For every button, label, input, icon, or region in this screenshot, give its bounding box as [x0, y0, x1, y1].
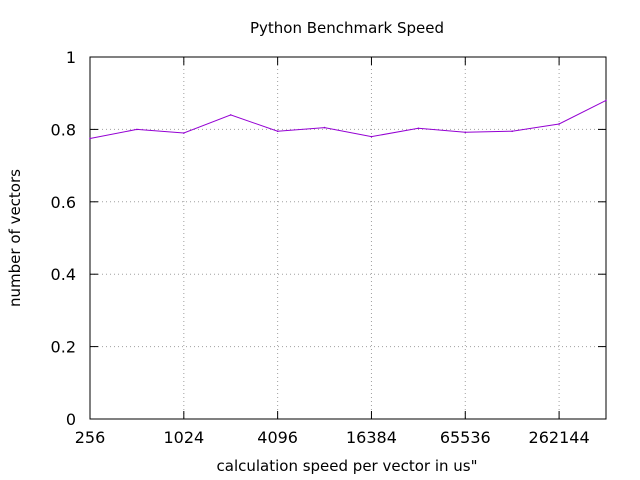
x-tick-label: 16384 — [346, 428, 397, 447]
y-tick-label: 0.2 — [51, 338, 76, 357]
data-point — [511, 130, 513, 133]
data-point — [605, 99, 607, 102]
x-tick-label: 262144 — [529, 428, 590, 447]
grid — [90, 57, 606, 419]
series-line-speed — [89, 99, 607, 139]
plot-border — [89, 56, 607, 420]
axes — [89, 56, 607, 420]
series-layer — [89, 99, 607, 140]
data-point — [464, 131, 467, 134]
y-tick-label: 0.4 — [51, 265, 76, 284]
x-tick-label: 65536 — [440, 428, 491, 447]
y-tick-label: 1 — [66, 48, 76, 67]
x-tick-label: 4096 — [257, 428, 298, 447]
x-tick-label: 1024 — [163, 428, 204, 447]
x-tick-label: 256 — [75, 428, 106, 447]
data-point — [136, 128, 138, 131]
y-tick-label: 0 — [66, 410, 76, 429]
x-axis-label: calculation speed per vector in us" — [217, 457, 478, 475]
y-tick-label: 0.8 — [51, 120, 76, 139]
y-tick-label: 0.6 — [51, 193, 76, 212]
y-axis-label: number of vectors — [6, 169, 24, 307]
data-point — [229, 114, 232, 116]
data-point — [183, 132, 185, 134]
data-point — [558, 123, 560, 125]
data-point — [276, 130, 279, 133]
data-point — [417, 127, 420, 130]
tick-labels: 0 0.2 0.4 0.6 0.8 1 256 1024 4096 16384 65536 26214… — [51, 48, 590, 447]
data-point — [89, 137, 91, 140]
data-point — [370, 135, 373, 138]
chart-title: Python Benchmark Speed — [250, 19, 444, 37]
data-point — [323, 126, 326, 129]
